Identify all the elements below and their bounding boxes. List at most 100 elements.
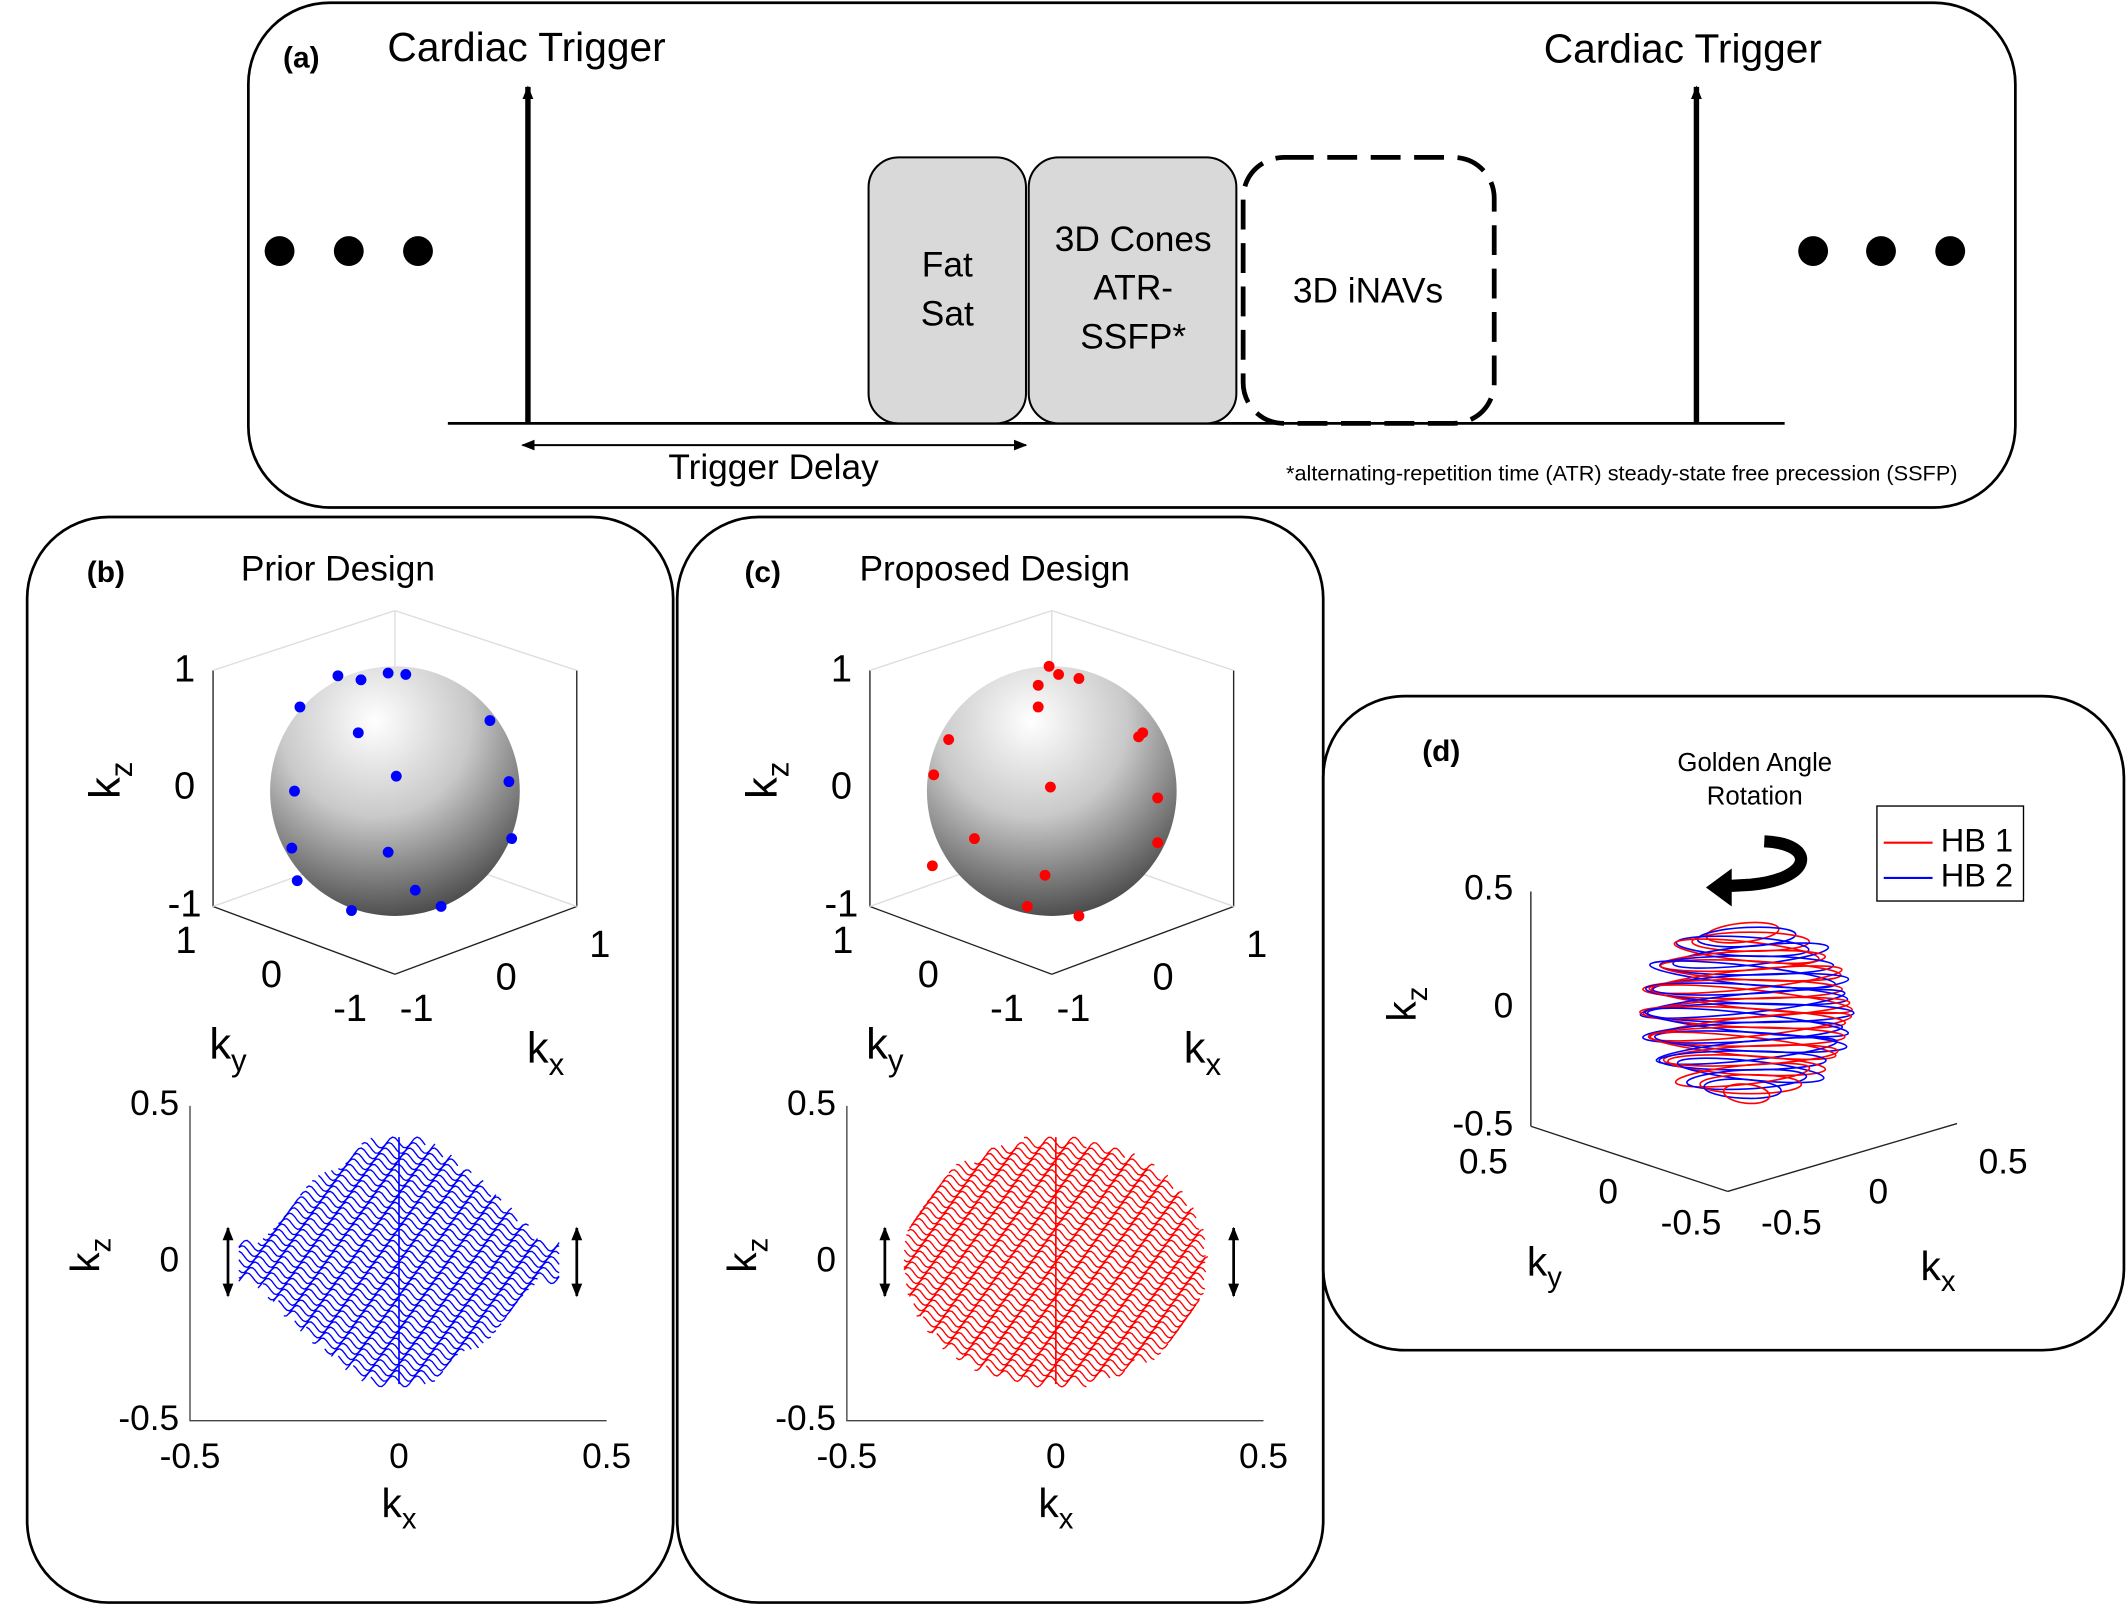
axis-label: kz [719,1238,774,1273]
tick-label: -1 [168,883,202,925]
sample-dot [435,901,447,912]
trajectory [922,1315,1188,1328]
axis-label-sub: z [741,1238,774,1253]
axis-label: ky [1527,1238,1562,1293]
box-edge [1051,905,1234,975]
axis-label: kz [1378,987,1433,1022]
box-edge [1727,1122,1958,1193]
trajectory [916,1207,1194,1220]
block-label: Fat [922,246,973,285]
tick-label: 1 [1246,924,1267,966]
box-edge [394,905,578,975]
trajectory [370,1136,426,1149]
trajectory [903,1244,1206,1258]
axis-label-sub: y [888,1043,904,1078]
trajectory [330,1163,465,1176]
trajectory [288,1310,507,1323]
decoration [189,609,2025,1422]
trajectory [904,1239,1205,1252]
panel-label: (d) [1422,735,1460,768]
fat-sat-block [867,156,1028,425]
rotation-label: Golden Angle [1677,749,1832,777]
trajectory [948,1169,1162,1182]
sample-dot [1053,668,1064,680]
trajectory [257,1277,538,1290]
sample-dot [400,668,412,680]
axis-label: kx [381,1480,416,1535]
rotation-arrowhead [1705,868,1732,907]
axis-label-main: k [1184,1025,1206,1073]
trajectory [272,1293,524,1307]
tick-label: -0.5 [816,1437,877,1476]
inavs-block [1240,155,1497,426]
tick-label: 0 [1598,1172,1618,1211]
sample-dot [1032,701,1044,713]
trajectory [1686,1068,1808,1091]
axis-label-sub: y [1547,1261,1562,1294]
trajectory [1672,942,1830,969]
sample-dot [294,701,306,713]
trajectory [352,1147,444,1160]
sample-dot [1152,837,1164,849]
tick-label: 1 [174,649,195,691]
sample-dot [1043,660,1055,672]
trajectory [324,1342,472,1355]
sample-dot [1045,781,1056,793]
tick-label: 1 [831,649,852,691]
sample-dot [382,846,394,858]
sample-dot [1073,910,1085,922]
box-edge [394,609,577,671]
tick-label: -1 [1057,988,1091,1030]
tick-label: 0 [1868,1172,1888,1211]
panel-label: (b) [87,556,125,589]
trajectory [330,1348,465,1361]
axis-label-main: k [82,777,130,799]
tick-label: 0.5 [1239,1437,1288,1476]
axis-label-sub: x [1941,1265,1956,1298]
axis-label-main: k [1527,1238,1548,1284]
axis-label-main: k [62,1252,108,1273]
tick-label: -1 [333,988,367,1030]
trajectory [926,1190,1183,1204]
axis-label: kz [82,762,139,799]
sample-dot [409,884,421,896]
tick-label: 0.5 [1464,868,1513,907]
ellipsis-right [1798,236,1966,266]
labels: (a) Cardiac Trigger Cardiac Trigger Fat Sat 3… [62,24,2028,1535]
legend-label: HB 2 [1941,858,2013,894]
trajectory [294,1196,502,1209]
tick-label: 0 [1494,987,1514,1026]
tick-label: 0 [1153,957,1174,999]
trajectory [324,1169,472,1182]
axis-label-main: k [1920,1243,1941,1289]
axis-label-sub: x [1205,1047,1221,1082]
rotation-label: Rotation [1707,783,1803,811]
trajectory [913,1299,1197,1312]
footnote: *alternating-repetition time (ATR) stead… [1286,461,1957,486]
axis-label-sub: z [1401,987,1434,1002]
sample-dot [355,674,367,686]
sample-dot [291,875,303,887]
trigger-label: Cardiac Trigger [387,24,665,70]
tick-label: -1 [400,988,434,1030]
sample-dot [969,833,980,845]
sample-dot [289,785,300,797]
axis-label-main: k [1378,1001,1424,1022]
trajectory [1722,1083,1771,1105]
ellipsis-left [264,236,433,266]
legend-label: HB 1 [1941,822,2013,858]
trajectory [903,1261,1206,1274]
tick-label: 0.5 [787,1084,836,1123]
legend-box [1876,805,2025,902]
sample-dot [1039,869,1051,881]
axis-label: ky [209,1021,247,1078]
block-label: ATR- [1093,269,1173,308]
tick-label: -0.5 [118,1399,179,1438]
sample-dot [506,833,518,845]
axis-label: kx [527,1025,565,1082]
tick-label: 0 [816,1240,836,1279]
block-label: Sat [921,294,974,333]
tick-label: 1 [832,920,853,962]
sample-dot [352,727,364,739]
axis-label: kx [1920,1243,1955,1298]
